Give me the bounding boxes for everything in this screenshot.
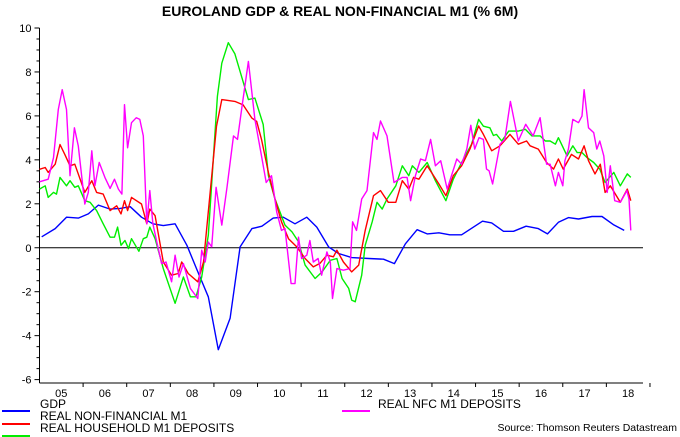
x-tick-label: 15	[491, 388, 503, 400]
x-tick-label: 07	[142, 388, 154, 400]
legend-swatch-real-nfc-m1-deposits	[342, 410, 370, 412]
y-tick-label: 4	[25, 155, 31, 167]
legend-label-real-non-financial-m1: REAL NON-FINANCIAL M1	[40, 409, 188, 423]
y-tick-label: 2	[25, 199, 31, 211]
x-tick-label: 12	[360, 388, 372, 400]
y-tick-label: 8	[25, 67, 31, 79]
legend-label-real-nfc-m1-deposits: REAL NFC M1 DEPOSITS	[378, 397, 521, 411]
x-tick-label: 10	[273, 388, 285, 400]
series-line-real-household-m1-deposits	[39, 42, 632, 304]
series-line-real-nfc-m1-deposits	[39, 60, 632, 300]
chart-title: EUROLAND GDP & REAL NON-FINANCIAL M1 (% …	[161, 3, 519, 19]
y-tick-label: 6	[25, 111, 31, 123]
y-tick-label: -6	[22, 375, 32, 387]
y-tick-label: 10	[19, 23, 31, 35]
x-tick-label: 09	[230, 388, 242, 400]
x-tick-label: 14	[448, 388, 460, 400]
series-line-gdp	[41, 204, 625, 351]
source-note: Source: Thomson Reuters Datastream	[497, 422, 677, 434]
legend-swatch-gdp	[2, 410, 30, 412]
x-tick-label: 11	[317, 388, 328, 400]
x-tick-label: 18	[622, 388, 634, 400]
legend-label-gdp: GDP	[40, 397, 67, 411]
x-tick-label: 05	[55, 388, 67, 400]
x-tick-label: 13	[404, 388, 416, 400]
series-line-real-non-financial-m1	[39, 98, 632, 283]
x-tick-label: 17	[578, 388, 590, 400]
legend-swatch-real-non-financial-m1	[2, 423, 30, 425]
y-tick-label: 0	[25, 243, 31, 255]
y-tick-label: -4	[22, 331, 32, 343]
x-tick-label: 08	[186, 388, 198, 400]
y-tick-label: -2	[22, 287, 32, 299]
x-tick-label: 16	[535, 388, 547, 400]
legend-label-real-household-m1-deposits: REAL HOUSEHOLD M1 DEPOSITS	[40, 421, 235, 435]
x-tick-label: 06	[99, 388, 111, 400]
